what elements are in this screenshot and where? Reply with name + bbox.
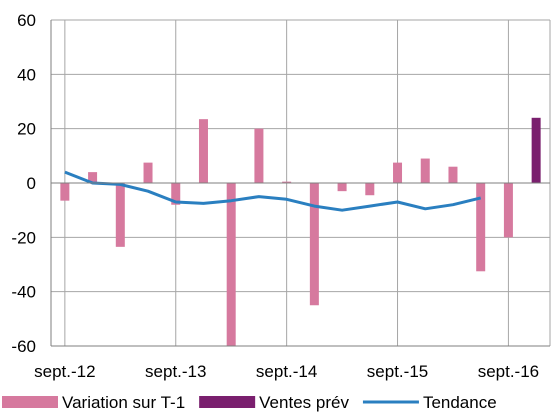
y-tick-label: 20 bbox=[17, 120, 36, 139]
legend: Variation sur T-1 Ventes prév Tendance bbox=[2, 393, 497, 412]
bar-variation-6 bbox=[226, 183, 236, 346]
legend-label-0: Variation sur T-1 bbox=[62, 393, 185, 412]
bar-variation-0 bbox=[60, 183, 70, 201]
y-tick-label: -20 bbox=[11, 228, 36, 247]
x-tick-label: sept.-14 bbox=[256, 362, 317, 381]
x-tick-label: sept.-16 bbox=[478, 362, 539, 381]
y-tick-label: -40 bbox=[11, 283, 36, 302]
legend-swatch-0 bbox=[2, 396, 58, 408]
x-tick-label: sept.-15 bbox=[367, 362, 428, 381]
bar-variation-3 bbox=[143, 162, 153, 183]
bar-variation-8 bbox=[282, 181, 292, 183]
bar-variation-11 bbox=[365, 183, 375, 196]
legend-label-2: Tendance bbox=[423, 393, 497, 412]
bar-variation-12 bbox=[393, 162, 403, 183]
x-tick-label: sept.-13 bbox=[145, 362, 206, 381]
bar-variation-13 bbox=[420, 158, 430, 183]
bar-ventes-17 bbox=[531, 117, 541, 183]
bar-variation-10 bbox=[337, 183, 347, 192]
legend-label-1: Ventes prév bbox=[259, 393, 349, 412]
bar-variation-4 bbox=[171, 183, 181, 205]
y-tick-label: 60 bbox=[17, 11, 36, 30]
bar-variation-7 bbox=[254, 128, 264, 183]
bar-variation-1 bbox=[88, 172, 98, 183]
bars bbox=[60, 117, 541, 346]
trend-line-group bbox=[64, 170, 482, 212]
bar-variation-16 bbox=[503, 183, 513, 238]
y-tick-label: -60 bbox=[11, 337, 36, 356]
bar-variation-5 bbox=[198, 119, 208, 183]
y-tick-label: 40 bbox=[17, 65, 36, 84]
x-tick-label: sept.-12 bbox=[34, 362, 95, 381]
trend-line bbox=[64, 170, 482, 212]
legend-swatch-1 bbox=[199, 396, 256, 408]
bar-variation-2 bbox=[115, 183, 125, 247]
axes: -60 -40 -20 0 20 40 60 sept.-12 sept.-13 sept.-14… bbox=[11, 11, 550, 381]
bar-variation-15 bbox=[476, 183, 486, 272]
bar-variation-9 bbox=[309, 183, 319, 306]
bar-variation-14 bbox=[448, 166, 458, 183]
y-tick-label: 0 bbox=[27, 174, 36, 193]
